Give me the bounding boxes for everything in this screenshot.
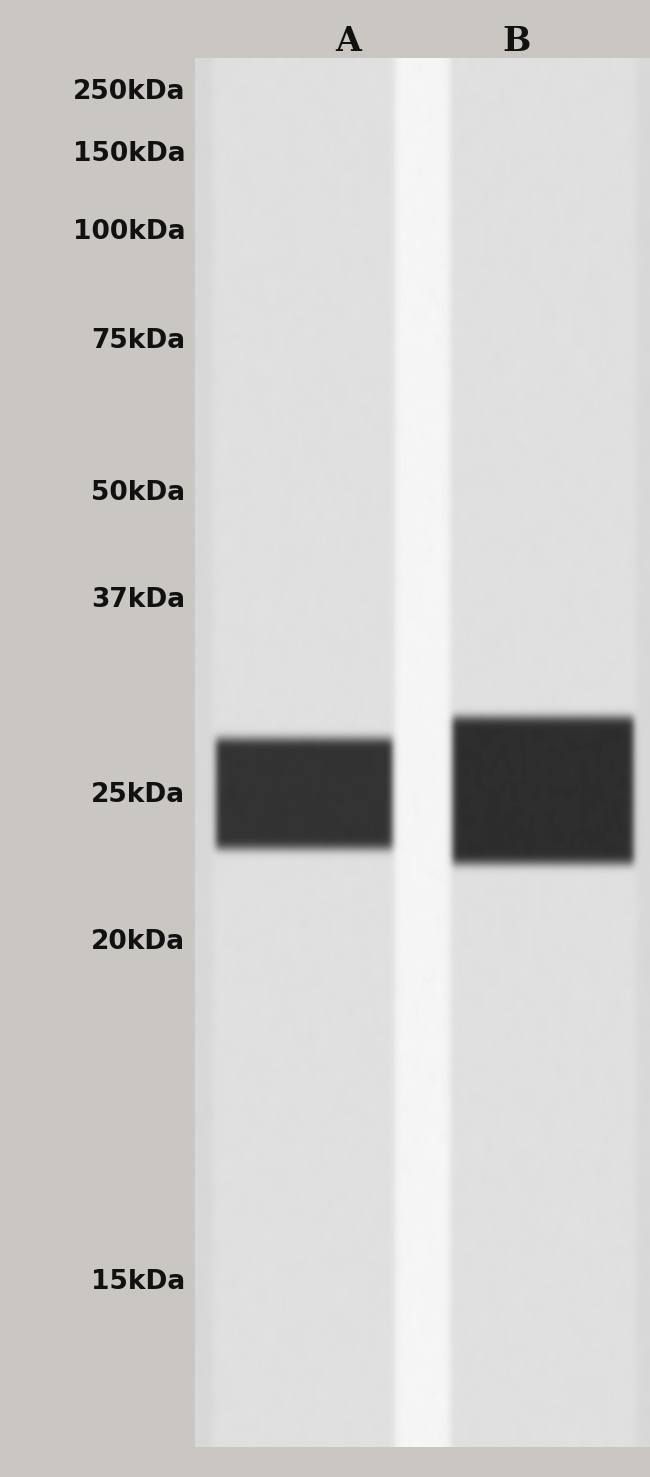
Text: 150kDa: 150kDa: [73, 140, 185, 167]
Text: 25kDa: 25kDa: [91, 781, 185, 808]
Text: B: B: [502, 25, 531, 58]
Text: 37kDa: 37kDa: [91, 586, 185, 613]
Text: 20kDa: 20kDa: [91, 929, 185, 956]
Text: 50kDa: 50kDa: [91, 480, 185, 507]
Text: 100kDa: 100kDa: [73, 219, 185, 245]
Text: A: A: [335, 25, 361, 58]
Text: 250kDa: 250kDa: [73, 78, 185, 105]
Text: 15kDa: 15kDa: [91, 1269, 185, 1295]
Text: 75kDa: 75kDa: [91, 328, 185, 354]
